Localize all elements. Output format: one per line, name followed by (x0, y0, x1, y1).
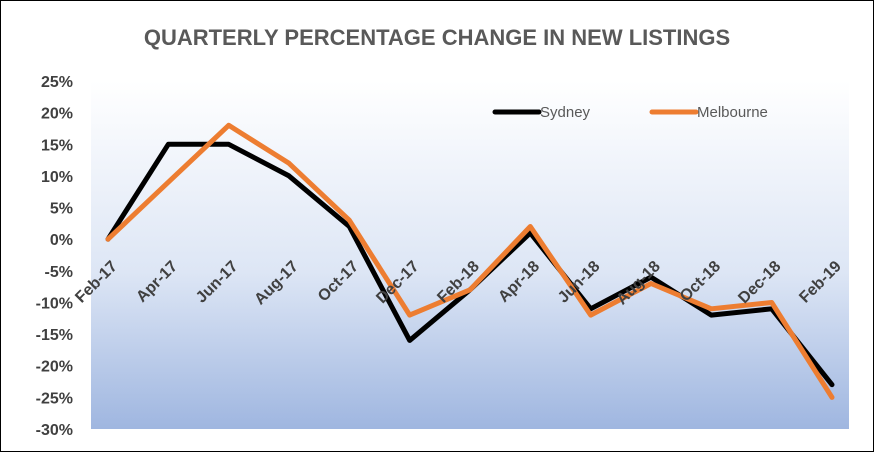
y-tick-label: -30% (36, 422, 73, 439)
plot-area (91, 81, 849, 429)
y-tick-label: 10% (41, 169, 73, 186)
chart-title: QUARTERLY PERCENTAGE CHANGE IN NEW LISTI… (144, 25, 730, 50)
y-tick-label: -10% (36, 295, 73, 312)
y-tick-label: -5% (45, 264, 73, 281)
y-axis-ticks: 25% 20% 15% 10% 5% 0% -5% -10% -15% -20% -25% -30% (36, 74, 73, 439)
series-line-melbourne (105, 122, 835, 400)
y-tick-label: 5% (50, 201, 73, 218)
y-tick-label: -20% (36, 359, 73, 376)
y-tick-label: -15% (36, 327, 73, 344)
y-tick-label: 0% (50, 232, 73, 249)
series-lines (105, 122, 835, 400)
legend-label-melbourne: Melbourne (697, 104, 768, 121)
y-tick-label: -25% (36, 390, 73, 407)
y-tick-label: 20% (41, 106, 73, 123)
y-tick-label: 15% (41, 137, 73, 154)
legend: Sydney Melbourne (492, 104, 768, 121)
y-tick-label: 25% (41, 74, 73, 91)
legend-label-sydney: Sydney (540, 104, 591, 121)
